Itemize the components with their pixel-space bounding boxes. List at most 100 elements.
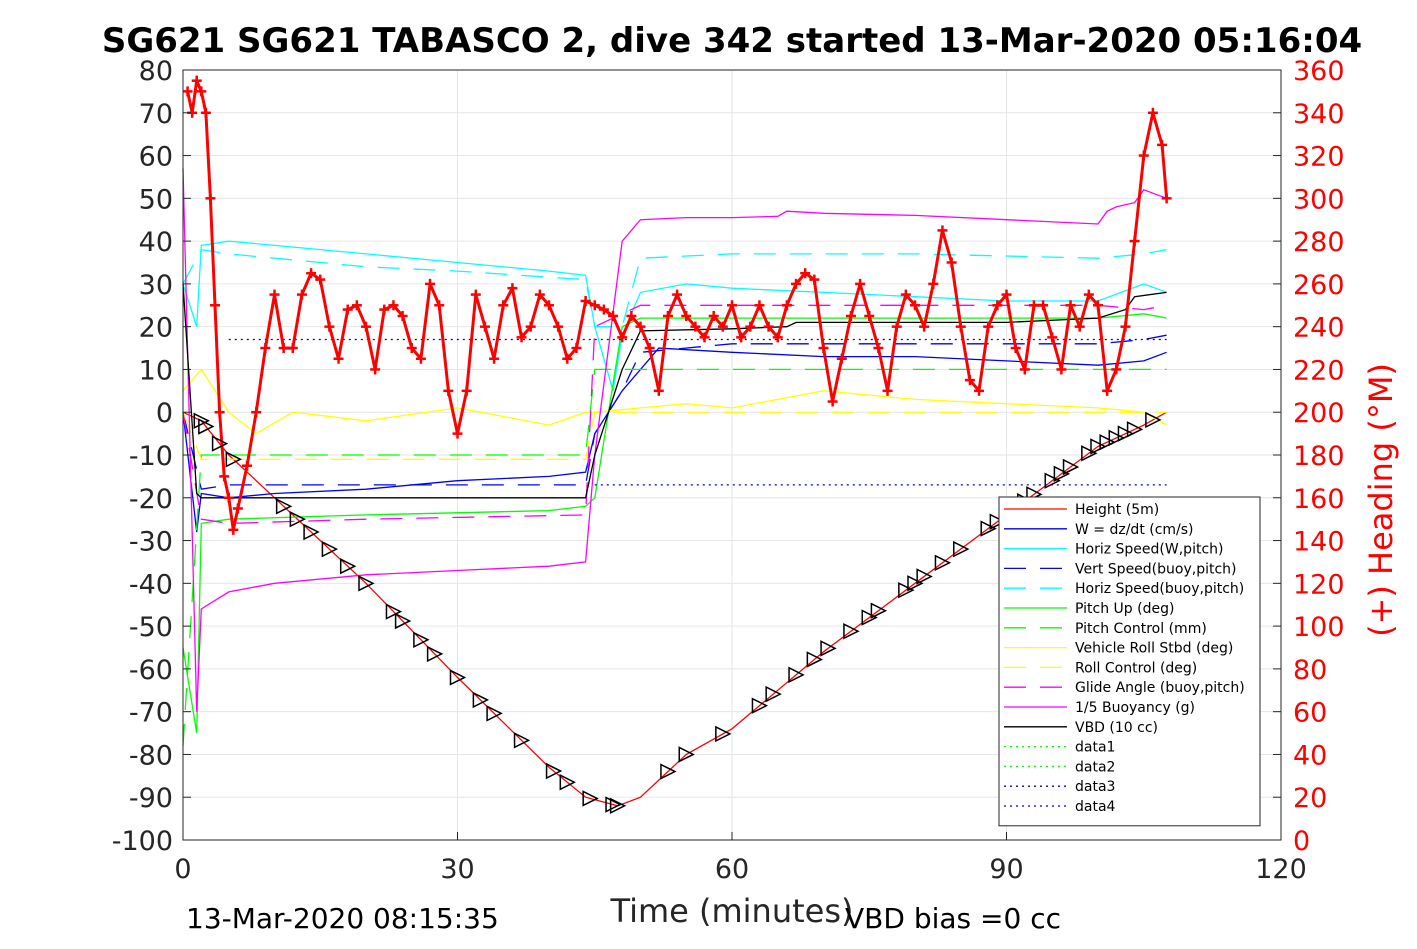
heading-point: [269, 289, 280, 300]
x-tick-label: 30: [440, 854, 474, 885]
depth-marker: [513, 732, 531, 749]
heading-point: [699, 332, 710, 343]
y2-tick-label: 200: [1293, 398, 1345, 429]
heading-point: [571, 343, 582, 354]
heading-point: [974, 385, 985, 396]
depth-marker: [751, 697, 769, 714]
legend-entry: Height (5m): [1004, 502, 1159, 518]
depth-marker: [765, 685, 782, 703]
y-tick-label: 0: [156, 398, 173, 429]
depth-marker: [806, 651, 824, 668]
heading-point: [653, 385, 664, 396]
heading-point: [516, 332, 527, 343]
heading-point: [498, 300, 509, 311]
x-axis-label: Time (minutes): [610, 892, 854, 930]
y-tick-label: -90: [129, 783, 173, 814]
depth-marker: [486, 705, 503, 722]
heading-point: [452, 428, 463, 439]
depth-marker: [989, 513, 1007, 530]
heading-point: [672, 289, 683, 300]
heading-point: [351, 300, 362, 311]
heading-point: [910, 300, 920, 311]
y2-tick-label: 340: [1293, 99, 1345, 130]
heading-point: [1010, 343, 1021, 354]
heading-point: [461, 385, 472, 396]
series-line-10: [182, 168, 1167, 712]
series-line-6: [182, 368, 1167, 746]
y-tick-label: -80: [129, 740, 173, 771]
heading-point: [1001, 289, 1012, 300]
depth-marker: [1145, 411, 1162, 429]
depth-marker: [358, 575, 375, 592]
depth-marker: [339, 558, 357, 575]
heading-point: [800, 268, 811, 279]
y2-tick-label: 300: [1293, 184, 1345, 215]
depth-marker: [898, 581, 915, 599]
y-tick-label: -100: [112, 826, 173, 857]
heading-point: [855, 278, 866, 289]
heading-point: [315, 274, 326, 285]
heading-point: [553, 321, 564, 332]
depth-marker: [934, 554, 952, 572]
legend: Height (5m) W = dz/dt (cm/s) Horiz Speed(W…: [998, 496, 1261, 827]
legend-label: Pitch Control (mm): [1075, 621, 1207, 637]
heading-point: [534, 289, 545, 300]
heading-point: [1102, 385, 1113, 396]
heading-point: [781, 300, 792, 311]
heading-point: [370, 364, 381, 375]
heading-point: [242, 460, 253, 471]
heading-point: [425, 278, 436, 289]
legend-label: Height (5m): [1075, 502, 1159, 518]
legend-entry: Glide Angle (buoy,pitch): [1004, 680, 1245, 696]
axes: 80706050403020100-10-20-30-40-50-60-70-8…: [112, 56, 1345, 885]
heading-point: [1093, 300, 1103, 311]
heading-point: [324, 321, 335, 332]
y2-tick-label: 220: [1293, 355, 1345, 386]
heading-point: [219, 471, 230, 482]
depth-marker: [788, 666, 805, 684]
legend-label: Horiz Speed(buoy,pitch): [1075, 581, 1244, 597]
heading-point: [644, 343, 655, 354]
heading-point: [736, 332, 747, 343]
heading-point: [223, 492, 234, 503]
heading-point: [873, 343, 884, 354]
heading-point: [1083, 289, 1094, 300]
series-line-2: [182, 240, 1167, 391]
heading-point: [544, 300, 554, 311]
heading-point: [470, 289, 481, 300]
depth-marker: [559, 774, 576, 791]
heading-point: [818, 343, 829, 354]
depth-marker: [582, 790, 599, 807]
depth-marker: [609, 797, 627, 814]
legend-label: data3: [1075, 779, 1115, 795]
legend-label: Glide Angle (buoy,pitch): [1075, 680, 1245, 696]
chart-title: SG621 SG621 TABASCO 2, dive 342 started …: [102, 21, 1362, 61]
heading-point: [251, 407, 262, 418]
depth-marker: [394, 612, 412, 630]
heading-point: [1038, 300, 1049, 311]
y2-tick-label: 20: [1293, 783, 1327, 814]
y-tick-label: -20: [129, 484, 173, 515]
legend-label: Roll Control (deg): [1075, 660, 1197, 676]
heading-point: [992, 300, 1003, 311]
heading-point: [525, 321, 536, 332]
depth-marker: [715, 725, 732, 743]
heading-point: [214, 407, 225, 418]
heading-point: [681, 310, 692, 321]
depth-marker: [916, 568, 933, 585]
heading-point: [1019, 364, 1030, 375]
depth-marker: [1044, 472, 1061, 489]
y2-tick-label: 60: [1293, 698, 1327, 729]
heading-point: [379, 304, 390, 315]
heading-point: [1111, 364, 1122, 375]
depth-marker: [1108, 429, 1125, 447]
legend-entry: Pitch Up (deg): [1004, 601, 1174, 617]
heading-point: [342, 304, 353, 315]
heading-point: [919, 321, 930, 332]
heading-point: [745, 321, 756, 332]
heading-trace: [186, 75, 1169, 531]
heading-point: [1157, 139, 1168, 150]
legend-label: W = dz/dt (cm/s): [1075, 522, 1194, 538]
legend-entry: Roll Control (deg): [1004, 660, 1197, 676]
